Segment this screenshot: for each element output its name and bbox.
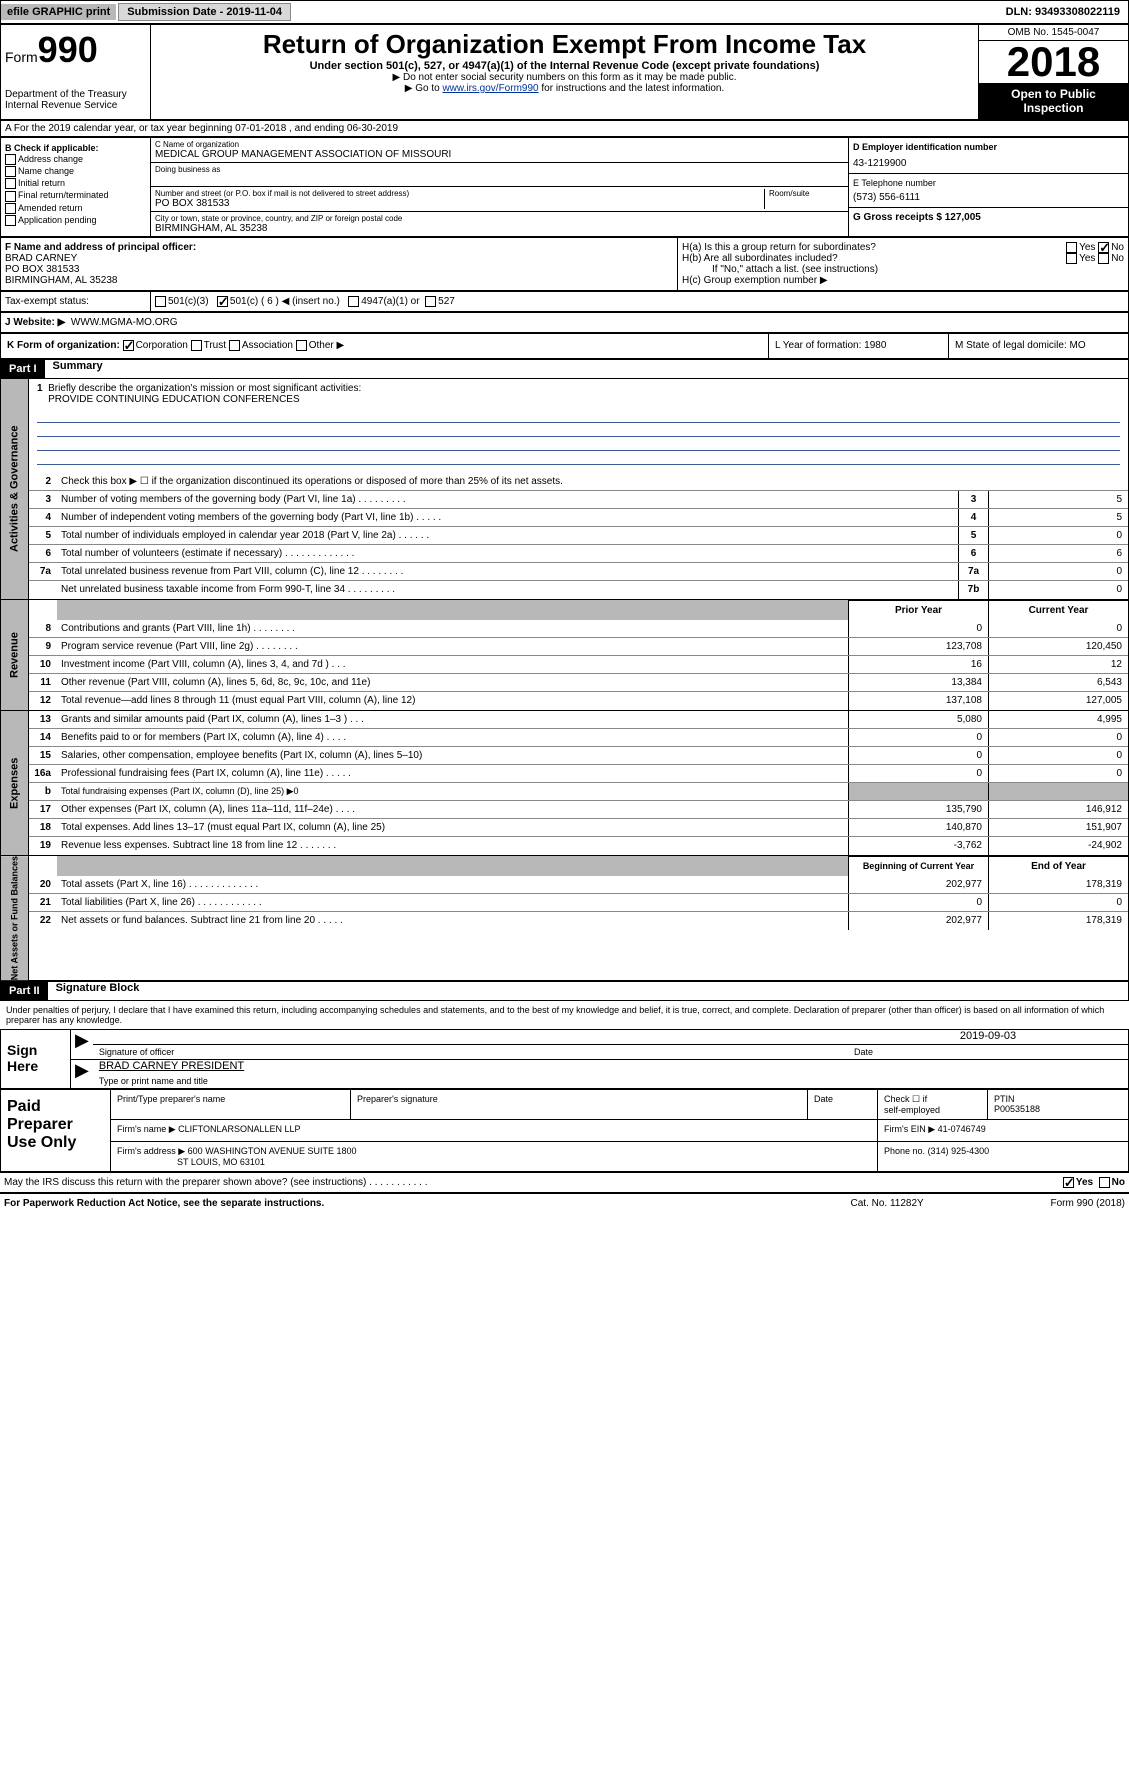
tax-status-label: Tax-exempt status: [1,292,151,311]
part1-header: Part ISummary [0,359,1129,378]
checkbox-pending[interactable] [5,215,16,226]
subdate-button[interactable]: Submission Date - 2019-11-04 [118,3,291,21]
officer-row: F Name and address of principal officer:… [0,237,1129,291]
part2-header: Part IISignature Block [0,981,1129,1000]
check-column: B Check if applicable: Address change Na… [1,138,151,236]
entity-right-col: D Employer identification number43-12199… [848,138,1128,236]
section-a: A For the 2019 calendar year, or tax yea… [0,120,1129,137]
sign-arrow-icon: ▶ [71,1030,93,1059]
paid-preparer-block: Paid Preparer Use Only Print/Type prepar… [0,1089,1129,1172]
summary-expenses: Expenses 13Grants and similar amounts pa… [0,711,1129,856]
vtab-expenses: Expenses [1,711,29,855]
checkbox-final[interactable] [5,191,16,202]
vtab-netassets: Net Assets or Fund Balances [1,856,29,980]
discuss-row: May the IRS discuss this return with the… [0,1172,1129,1192]
form-title: Return of Organization Exempt From Incom… [155,29,974,60]
form-title-block: Return of Organization Exempt From Incom… [151,25,978,119]
summary-revenue: Revenue Prior YearCurrent Year 8Contribu… [0,600,1129,711]
vtab-revenue: Revenue [1,600,29,710]
checkbox-name[interactable] [5,166,16,177]
summary-activities: Activities & Governance 1 Briefly descri… [0,378,1129,600]
discuss-no-checkbox[interactable] [1099,1177,1110,1188]
form-id-block: Form990 Department of the Treasury Inter… [1,25,151,119]
officer-info: F Name and address of principal officer:… [1,238,678,290]
form-header: Form990 Department of the Treasury Inter… [0,24,1129,120]
sign-arrow-icon: ▶ [71,1060,93,1088]
entity-info: C Name of organizationMEDICAL GROUP MANA… [151,138,848,236]
footer-row: For Paperwork Reduction Act Notice, see … [0,1192,1129,1213]
vtab-activities: Activities & Governance [1,379,29,599]
website-row: J Website: ▶ WWW.MGMA-MO.ORG [0,312,1129,333]
checkbox-amended[interactable] [5,203,16,214]
form-year-block: OMB No. 1545-0047 2018 Open to Public In… [978,25,1128,119]
discuss-yes-checkbox[interactable] [1063,1177,1074,1188]
instructions-link[interactable]: www.irs.gov/Form990 [442,83,538,94]
toolbar: efile GRAPHIC print Submission Date - 20… [0,0,1129,24]
perjury-text: Under penalties of perjury, I declare th… [0,1000,1129,1029]
checkbox-initial[interactable] [5,178,16,189]
tax-status-options: 501(c)(3) 501(c) ( 6 ) ◀ (insert no.) 49… [151,292,1128,311]
checkbox-address[interactable] [5,154,16,165]
formorg-row: K Form of organization: Corporation Trus… [0,333,1129,358]
entity-block: B Check if applicable: Address change Na… [0,137,1129,237]
sign-block: Sign Here ▶Signature of officer2019-09-0… [0,1029,1129,1089]
group-return-info: H(a) Is this a group return for subordin… [678,238,1128,290]
dln-label: DLN: 93493308022119 [998,4,1128,20]
summary-netassets: Net Assets or Fund Balances Beginning of… [0,856,1129,981]
efile-label: efile GRAPHIC print [1,4,116,20]
